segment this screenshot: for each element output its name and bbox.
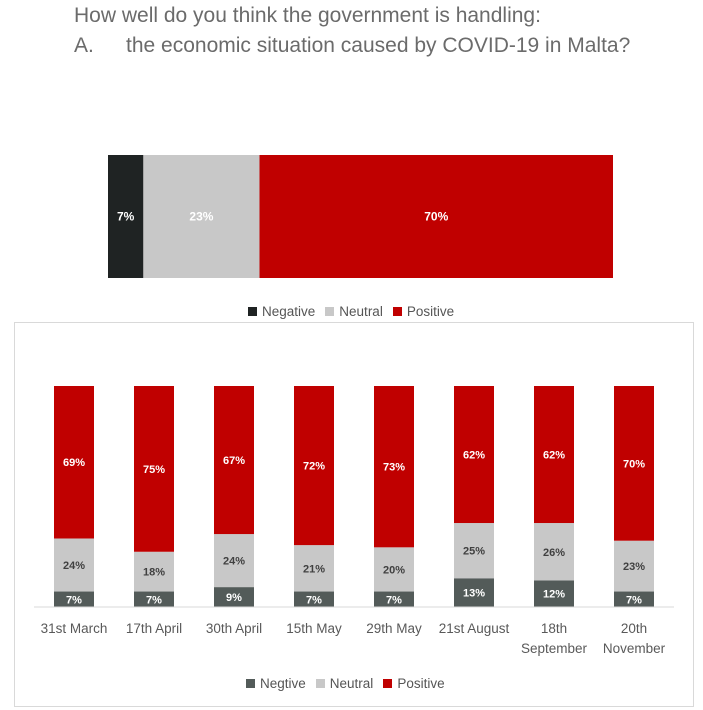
- overall-bar-neutral: [143, 155, 260, 278]
- legend-label-negtive: Negtive: [260, 676, 306, 691]
- bar-neutral-7: [534, 523, 574, 581]
- x-tick-label-1: 31st March: [41, 621, 108, 636]
- bar-label-negative-1: 7%: [66, 594, 82, 606]
- bar-negative-1: [54, 591, 94, 607]
- bar-neutral-6: [454, 523, 494, 579]
- timeline-chart-frame: [14, 322, 694, 707]
- overall-label-positive: 70%: [424, 210, 448, 224]
- bar-label-negative-5: 7%: [386, 594, 402, 606]
- legend-item-neutral: Neutral: [325, 304, 383, 319]
- legend-label-negative: Negative: [262, 304, 316, 319]
- bar-label-positive-3: 67%: [223, 455, 245, 467]
- bar-negative-4: [294, 591, 334, 607]
- bar-negative-5: [374, 591, 414, 607]
- item-letter: A.: [74, 34, 94, 57]
- bar-neutral-4: [294, 545, 334, 592]
- chart-question-title: How well do you think the government is …: [74, 4, 541, 27]
- x-tick-label-4: 15th May: [286, 621, 342, 636]
- legend-label-neutral: Neutral: [339, 304, 383, 319]
- legend-item-neutral: Neutral: [315, 676, 374, 691]
- timeline-legend: Negtive Neutral Positive: [246, 676, 455, 691]
- bar-label-positive-5: 73%: [383, 462, 405, 474]
- bar-label-negative-6: 13%: [463, 588, 485, 600]
- bar-neutral-3: [214, 534, 254, 588]
- bar-positive-4: [294, 386, 334, 546]
- legend-swatch-positive: [383, 679, 393, 688]
- overall-bar-negative: [108, 155, 144, 278]
- bar-positive-8: [614, 386, 654, 541]
- legend-label-positive: Positive: [397, 676, 445, 691]
- x-tick-label-2: 17th April: [126, 621, 182, 636]
- legend-swatch-negtive: [246, 679, 255, 688]
- bar-negative-2: [134, 591, 174, 607]
- bar-label-positive-4: 72%: [303, 461, 325, 473]
- bar-negative-7: [534, 580, 574, 607]
- legend-swatch-negative: [248, 307, 257, 316]
- bar-neutral-8: [614, 540, 654, 592]
- bar-label-neutral-6: 25%: [463, 546, 485, 558]
- bar-label-positive-8: 70%: [623, 458, 645, 470]
- legend-item-positive: Positive: [392, 304, 455, 319]
- overall-bar-positive: [259, 155, 613, 278]
- bar-positive-6: [454, 386, 494, 524]
- bar-label-neutral-7: 26%: [543, 547, 565, 559]
- bar-label-positive-6: 62%: [463, 450, 485, 462]
- bar-positive-7: [534, 386, 574, 524]
- legend-swatch-neutral: [325, 307, 335, 316]
- bar-label-negative-3: 9%: [226, 592, 242, 604]
- legend-swatch-positive: [392, 307, 402, 316]
- overall-label-neutral: 23%: [189, 210, 213, 224]
- chart-item-title: A. the economic situation caused by COVID…: [74, 34, 630, 58]
- bar-label-neutral-5: 20%: [383, 564, 405, 576]
- bar-label-positive-7: 62%: [543, 450, 565, 462]
- bar-label-negative-4: 7%: [306, 594, 322, 606]
- bar-neutral-5: [374, 547, 414, 592]
- x-tick-label-8-line-1: 20th: [621, 621, 647, 636]
- bar-positive-2: [134, 386, 174, 552]
- legend-item-negtive: Negtive: [246, 676, 306, 691]
- legend-label-neutral: Neutral: [329, 676, 374, 691]
- x-tick-label-5: 29th May: [366, 621, 422, 636]
- bar-label-neutral-2: 18%: [143, 567, 165, 579]
- bar-label-negative-8: 7%: [626, 594, 642, 606]
- item-text: the economic situation caused by COVID-1…: [126, 34, 631, 57]
- x-tick-label-6: 21st August: [439, 621, 510, 636]
- x-tick-label-7-line-1: 18th: [541, 621, 567, 636]
- x-tick-label-8-line-2: November: [603, 641, 666, 656]
- bar-label-positive-2: 75%: [143, 464, 165, 476]
- bar-label-neutral-4: 21%: [303, 563, 325, 575]
- bar-label-neutral-8: 23%: [623, 561, 645, 573]
- bar-positive-1: [54, 386, 94, 539]
- bar-positive-3: [214, 386, 254, 535]
- bar-positive-5: [374, 386, 414, 548]
- legend-label-positive: Positive: [406, 304, 455, 319]
- overall-legend: Negative Neutral Positive: [248, 304, 464, 319]
- legend-item-positive: Positive: [383, 676, 445, 691]
- legend-swatch-neutral: [315, 679, 325, 688]
- overall-label-negative: 7%: [117, 210, 135, 224]
- bar-label-neutral-3: 24%: [223, 556, 245, 568]
- x-tick-label-3: 30th April: [206, 621, 262, 636]
- bar-neutral-1: [54, 538, 94, 592]
- bar-label-negative-2: 7%: [146, 594, 162, 606]
- bar-label-positive-1: 69%: [63, 457, 85, 469]
- x-tick-label-7-line-2: September: [521, 641, 588, 656]
- bar-label-neutral-1: 24%: [63, 560, 85, 572]
- bar-negative-6: [454, 578, 494, 607]
- bar-negative-8: [614, 591, 654, 607]
- bar-neutral-2: [134, 551, 174, 592]
- legend-item-negative: Negative: [248, 304, 315, 319]
- bar-label-negative-7: 12%: [543, 589, 565, 601]
- bar-negative-3: [214, 587, 254, 607]
